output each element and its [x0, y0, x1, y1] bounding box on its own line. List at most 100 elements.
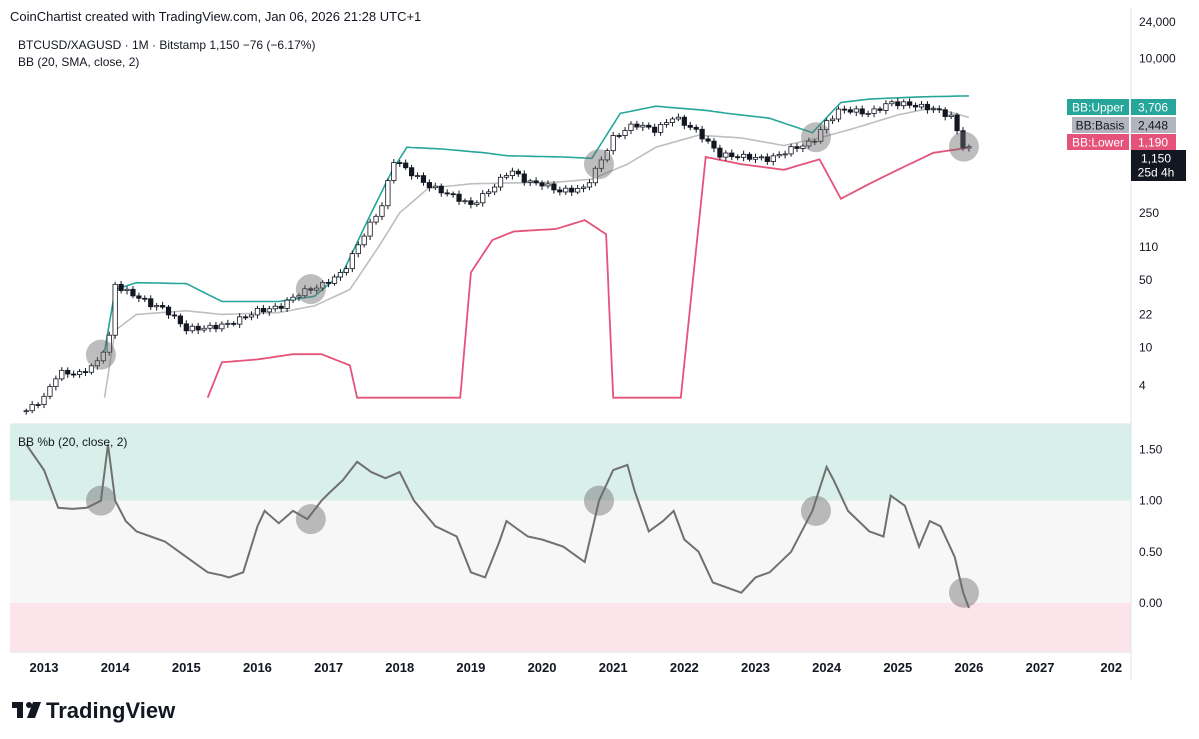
candle-body [918, 103, 925, 108]
candle [758, 154, 765, 161]
candle [154, 302, 160, 311]
candle [960, 127, 966, 151]
candle-body [948, 114, 954, 117]
candle-body [142, 297, 148, 300]
candle-body [159, 305, 166, 308]
candle-body [895, 101, 901, 107]
candle-body [154, 305, 160, 308]
candle-body [171, 314, 178, 317]
candle [456, 190, 462, 205]
candle-body [829, 118, 836, 122]
candle [806, 137, 812, 149]
chart-caption: CoinChartist created with TradingView.co… [10, 9, 421, 24]
year-tick-label: 2014 [101, 660, 131, 675]
candle [907, 98, 913, 109]
candle [302, 285, 308, 299]
candle [497, 173, 504, 191]
candle [675, 113, 682, 122]
candle [871, 105, 877, 118]
tradingview-logo[interactable]: TradingView [12, 698, 176, 723]
candle [918, 101, 925, 110]
candle-body [130, 288, 136, 297]
candle [248, 311, 255, 321]
candle-body [824, 120, 830, 131]
bb-lower-line [206, 146, 970, 399]
price-tick-label: 22 [1139, 307, 1153, 321]
oscillator-legend[interactable]: BB %b (20, close, 2) [18, 435, 127, 449]
oscillator-highlight-circle [295, 504, 326, 535]
year-tick-label: 2017 [314, 660, 343, 675]
price-pane[interactable] [23, 95, 979, 415]
candle-body [503, 175, 510, 178]
highlight-circle [948, 131, 979, 162]
candle-body [468, 200, 474, 205]
candle-body [652, 126, 658, 133]
bar-countdown: 25d 4h [1138, 166, 1175, 180]
candle-body [883, 103, 889, 111]
year-tick-label: 2027 [1026, 660, 1055, 675]
candle-body [569, 187, 575, 193]
candle-body [480, 193, 486, 204]
candle-body [527, 180, 533, 183]
candle [741, 150, 747, 162]
candle-body [148, 298, 154, 308]
candle-body [818, 129, 824, 142]
candle [88, 363, 95, 375]
candle [100, 349, 106, 364]
candle [966, 144, 972, 152]
candle-body [260, 307, 266, 313]
candle-body [397, 162, 403, 164]
oscillator-pane[interactable] [25, 443, 979, 609]
candle [912, 102, 919, 111]
candle-body [592, 167, 599, 184]
candle-body [420, 175, 427, 183]
candle [53, 375, 59, 391]
candle [812, 139, 818, 146]
candle [213, 321, 219, 333]
candle-body [355, 244, 361, 255]
oscillator-highlight-circle [583, 485, 614, 516]
candle [254, 305, 261, 319]
candle [545, 180, 551, 189]
candle-body [580, 186, 587, 189]
candle [936, 105, 942, 114]
bb-lower-badge: BB:Lower 1,190 [1067, 134, 1176, 150]
indicator-legend[interactable]: BB (20, SMA, close, 2) [18, 55, 139, 69]
highlight-circle [583, 149, 614, 180]
highlight-circle [85, 339, 116, 370]
candle [320, 280, 326, 292]
oscillator-highlight-circle [948, 577, 979, 608]
candle [225, 319, 231, 328]
symbol-legend[interactable]: BTCUSD/XAGUSD · 1M · Bitstamp 1,150 −76 … [18, 38, 315, 52]
candle-body [936, 108, 942, 111]
candle-body [59, 369, 65, 380]
candle-body [711, 140, 717, 149]
year-tick-label: 2026 [954, 660, 983, 675]
candle [592, 166, 599, 187]
candle [183, 320, 189, 335]
candle [331, 274, 338, 286]
candle [800, 143, 806, 153]
candle [468, 197, 474, 209]
candle [438, 183, 444, 197]
candle [349, 250, 355, 273]
candle-body [237, 316, 243, 325]
candle-body [331, 276, 338, 284]
candle-body [604, 150, 610, 161]
candle-body [71, 373, 77, 376]
candle-body [112, 283, 118, 336]
candle-body [788, 146, 794, 155]
candle-body [88, 365, 95, 373]
candle-body [41, 395, 47, 406]
candle [106, 331, 112, 356]
candle [41, 392, 47, 409]
candle [575, 185, 581, 195]
candle-body [853, 108, 859, 113]
candle [189, 323, 195, 334]
candle [788, 143, 794, 157]
candle [136, 292, 142, 303]
candle-body [177, 315, 183, 325]
year-tick-label: 2024 [812, 660, 842, 675]
candle [397, 160, 403, 167]
candle [355, 241, 361, 258]
